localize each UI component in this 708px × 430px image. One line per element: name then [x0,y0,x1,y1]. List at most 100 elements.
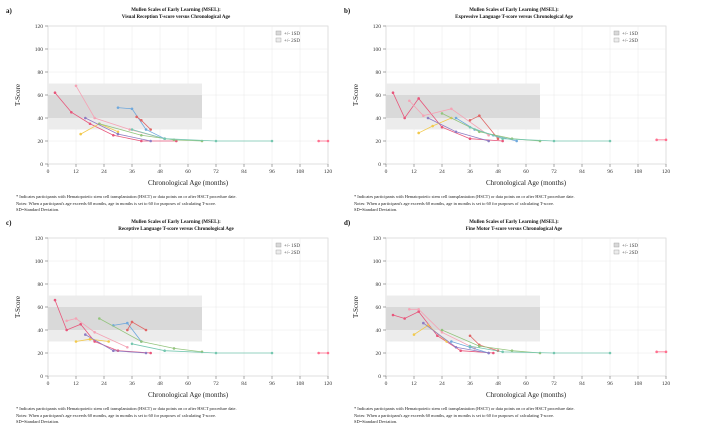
series-line [117,107,165,140]
series-line [409,100,489,136]
y-tick-label: 80 [38,70,44,76]
data-point [84,333,87,336]
series-line [441,329,541,354]
data-point [450,340,453,343]
chart-plot-area: 0 20 40 60 80 100 120 0 12 24 36 48 60 72 84 96 108 120 Ch… [352,236,670,399]
x-tick-label: 108 [296,169,305,175]
data-point [391,91,395,94]
chart-title-line2: Receptive Language T-score versus Chrono… [118,226,234,232]
data-point [450,107,453,111]
x-tick-label: 96 [269,169,275,175]
data-point [501,139,504,143]
y-tick-label: 40 [38,116,44,122]
y-tick-label: 0 [40,374,43,380]
series-line [469,345,610,354]
x-tick-label: 60 [185,169,191,175]
y-tick-label: 20 [38,351,44,357]
data-point [88,122,92,126]
data-point [149,139,152,143]
series-line [99,123,203,142]
data-point [440,125,444,129]
y-axis-label: T-Score [352,84,360,106]
series-line [131,129,272,142]
legend-swatch-sd1 [613,242,620,248]
x-tick-label: 60 [185,381,191,387]
data-point [440,112,444,115]
legend-swatch-sd1 [613,30,620,36]
x-tick-label: 108 [296,381,305,387]
panel-label: a) [6,7,12,15]
footnote-sd: SD=Standard Deviation. [354,419,398,425]
legend-label-sd1: +/- 1SD [284,32,300,37]
data-point [126,345,129,349]
x-tick-label: 120 [324,381,333,387]
data-point [149,128,152,131]
y-tick-label: 120 [35,236,44,242]
footnote-hsct: * Indicates participants with Hematopoie… [354,406,575,411]
footnote-sd: SD=Standard Deviation. [354,207,398,213]
data-point [65,328,68,332]
y-tick-label: 100 [373,47,382,53]
y-tick-label: 40 [376,116,382,122]
y-tick-label: 0 [378,162,381,168]
y-axis-label: T-Score [14,296,22,318]
x-tick-label: 72 [551,169,557,175]
data-point [454,116,458,120]
y-tick-label: 40 [38,328,44,334]
x-tick-label: 12 [73,169,79,175]
legend-label-sd1: +/- 1SD [284,244,300,249]
data-point [140,340,143,343]
y-tick-label: 100 [35,259,44,265]
data-point [126,321,129,325]
data-point [163,349,166,352]
data-point [116,106,120,109]
sd1-band [386,95,540,118]
data-point [70,110,73,114]
y-axis-label: T-Score [352,296,360,318]
data-point [93,340,96,343]
y-tick-label: 20 [38,139,44,145]
data-point [270,351,274,355]
y-tick-label: 80 [376,70,382,76]
data-point [130,320,134,324]
data-point [408,99,411,103]
x-tick-label: 48 [157,169,163,175]
x-tick-label: 0 [47,381,50,387]
y-tick-label: 20 [376,351,382,357]
chart-panel-c: c) Mullen Scales of Early Learning (MSEL… [6,216,346,426]
series-line [392,311,494,354]
x-tick-label: 36 [129,169,135,175]
data-point [422,321,425,325]
legend-swatch-sd2 [613,37,620,43]
data-point [417,97,420,100]
y-tick-label: 0 [378,374,381,380]
data-point [74,317,78,320]
footnote-sd: SD=Standard Deviation. [16,207,60,213]
data-point [326,139,330,143]
series-line [66,318,128,348]
data-point [655,138,658,142]
legend-swatch-sd2 [275,249,282,255]
data-point [468,119,472,122]
y-tick-label: 20 [376,139,382,145]
data-point [468,137,472,140]
data-point [478,114,481,117]
data-point [496,137,500,140]
x-tick-label: 24 [101,169,107,175]
chart-title-line2: Expressive Language T-score versus Chron… [455,14,573,20]
data-point [130,107,134,111]
x-tick-label: 0 [47,169,50,175]
y-axis-label: T-Score [14,84,22,106]
x-axis-label: Chronological Age (months) [148,179,229,187]
legend-label-sd1: +/- 1SD [622,32,638,37]
data-point [454,345,458,349]
legend-swatch-sd1 [275,30,282,36]
series-line [392,92,503,142]
series-line [469,126,610,142]
data-point [74,84,78,88]
x-tick-label: 60 [523,169,529,175]
y-tick-label: 0 [40,162,43,168]
data-point [501,137,504,140]
x-axis-label: Chronological Age (months) [148,391,229,399]
data-point [403,317,406,320]
